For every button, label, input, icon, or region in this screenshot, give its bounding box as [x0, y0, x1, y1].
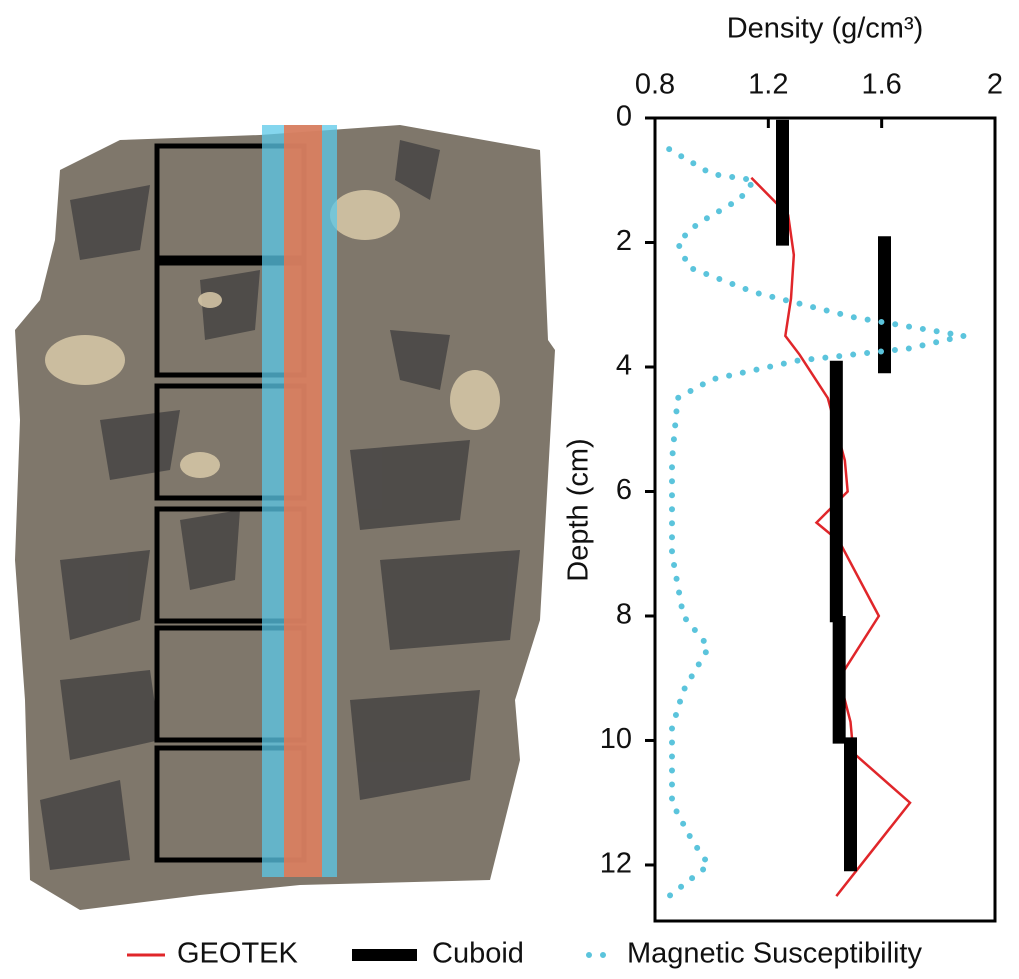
- y-tick-label: 2: [616, 225, 632, 257]
- y-tick-label: 10: [600, 723, 632, 755]
- plot-frame: [655, 118, 995, 921]
- y-tick-label: 4: [616, 350, 632, 382]
- x-tick-label: 1.6: [862, 69, 902, 101]
- legend-label: GEOTEK: [177, 938, 299, 970]
- x-tick-label: 0.8: [635, 69, 675, 101]
- legend-label: Cuboid: [432, 938, 524, 970]
- y-axis-label: Depth (cm): [563, 438, 595, 581]
- page: {"chart_data": {"type": "line", "xlabel"…: [0, 0, 1019, 974]
- y-tick-label: 6: [616, 474, 632, 506]
- core-photo: [15, 125, 555, 910]
- x-axis-label: Density (g/cm³): [727, 13, 924, 45]
- legend-label: Magnetic Susceptibility: [627, 938, 922, 970]
- x-tick-label: 2: [987, 69, 1003, 101]
- y-tick-label: 12: [600, 848, 632, 880]
- figure: Density (g/cm³) Depth (cm) 0.8 1.2 1.6 2 0 2 4…: [0, 0, 1019, 974]
- geotek-band: [284, 125, 322, 877]
- y-tick-label: 8: [616, 599, 632, 631]
- legend-swatch: [352, 949, 417, 961]
- y-tick-label: 0: [616, 101, 632, 133]
- x-tick-label: 1.2: [748, 69, 788, 101]
